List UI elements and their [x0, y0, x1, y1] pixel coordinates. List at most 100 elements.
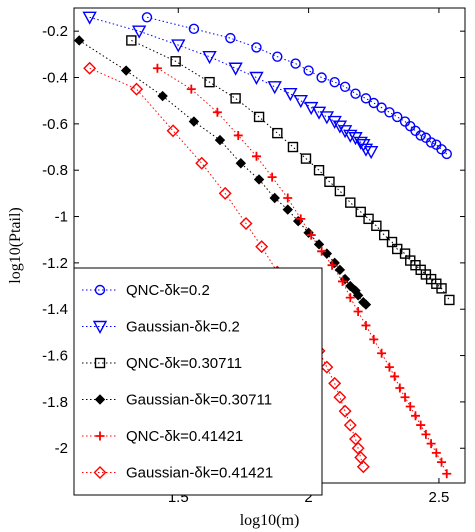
- data-point: [426, 439, 436, 449]
- data-point: [337, 125, 353, 139]
- series-1-points: [141, 12, 452, 160]
- data-point: [269, 192, 280, 204]
- legend-label: Gaussian-δk=0.2: [126, 319, 240, 336]
- legend-label: Gaussian-δk=0.41421: [126, 465, 273, 482]
- y-tick-label: -1: [55, 209, 68, 226]
- data-point: [327, 260, 337, 270]
- data-point: [353, 136, 368, 150]
- data-point: [338, 404, 352, 418]
- data-point: [328, 376, 342, 390]
- data-point: [171, 39, 186, 53]
- data-point: [369, 334, 379, 344]
- data-point: [214, 134, 226, 146]
- data-point: [329, 76, 340, 88]
- data-point: [204, 76, 215, 88]
- data-point: [282, 204, 293, 215]
- legend-label: QNC-δk=0.41421: [126, 428, 243, 445]
- data-point: [186, 84, 196, 94]
- data-point: [228, 62, 243, 76]
- data-point: [334, 264, 346, 276]
- data-point: [267, 81, 282, 95]
- data-point: [313, 239, 325, 250]
- data-point: [360, 93, 372, 104]
- data-point: [345, 293, 355, 303]
- data-point: [202, 50, 217, 65]
- data-point: [306, 230, 316, 240]
- y-tick-label: -0.8: [42, 162, 68, 179]
- data-point: [431, 448, 441, 458]
- y-tick-label: -1.8: [42, 394, 68, 411]
- data-point: [343, 418, 357, 432]
- data-point: [230, 93, 241, 104]
- y-tick-label: -1.4: [42, 301, 68, 318]
- series-line-2: [89, 16, 372, 153]
- data-point: [390, 371, 400, 381]
- legend-item: Gaussian-δk=0.2: [82, 319, 240, 336]
- x-tick-label: 2.5: [429, 489, 450, 506]
- legend-label: QNC-δk=0.30711: [126, 355, 242, 372]
- data-point: [355, 206, 366, 218]
- data-point: [395, 383, 405, 393]
- data-point: [290, 58, 301, 69]
- data-point: [416, 420, 426, 430]
- data-point: [235, 158, 247, 169]
- legend-marker: [94, 394, 106, 405]
- legend-item: Gaussian-δk=0.41421: [82, 465, 273, 482]
- data-point: [415, 130, 426, 141]
- data-point: [376, 102, 387, 113]
- data-point: [267, 172, 277, 182]
- data-point: [253, 111, 265, 123]
- legend-item: QNC-δk=0.30711: [82, 355, 242, 372]
- axis-tick-labels: 1.5 2 2.5-0.2-0.4-0.6-0.8-1-1.2-1.4-1.6-1.…: [42, 23, 449, 506]
- legend-marker: [94, 357, 106, 369]
- legend-box: [73, 267, 323, 496]
- data-point: [157, 90, 168, 102]
- data-point: [195, 156, 209, 170]
- data-point: [421, 429, 431, 439]
- data-point: [368, 97, 379, 109]
- data-point: [350, 88, 361, 99]
- data-point: [255, 240, 269, 254]
- data-point: [251, 42, 262, 53]
- data-point: [333, 390, 347, 404]
- data-point: [384, 362, 394, 372]
- data-point: [170, 56, 181, 67]
- data-point: [384, 107, 395, 118]
- data-point: [410, 411, 420, 421]
- data-point: [188, 116, 200, 127]
- data-point: [441, 148, 452, 160]
- data-point: [253, 174, 265, 185]
- data-point: [225, 32, 236, 44]
- data-point: [218, 186, 232, 200]
- data-point: [283, 88, 298, 102]
- series-5-points: [152, 63, 452, 479]
- data-point: [348, 132, 363, 146]
- data-point: [287, 141, 299, 153]
- data-point: [360, 299, 372, 310]
- series-line-1: [146, 16, 448, 155]
- series-line-3: [131, 39, 450, 301]
- data-point: [392, 111, 403, 123]
- data-point: [313, 164, 325, 176]
- y-tick-label: -1.6: [42, 348, 68, 365]
- data-point: [399, 248, 411, 259]
- legend-item: QNC-δk=0.41421: [82, 428, 243, 445]
- legend-marker: [92, 320, 108, 334]
- series-3-points: [126, 35, 455, 306]
- data-point: [74, 35, 85, 46]
- y-axis-label: log10(Ptail): [7, 207, 24, 283]
- y-tick-label: -0.2: [42, 23, 68, 40]
- data-point: [130, 82, 144, 96]
- legend: QNC-δk=0.2 Gaussian-δk=0.2 QNC-δk=0.30711 G…: [73, 267, 323, 496]
- data-point: [152, 63, 162, 73]
- data-point: [249, 71, 264, 85]
- data-point: [120, 65, 132, 76]
- data-point: [377, 348, 387, 358]
- data-point: [444, 294, 455, 306]
- data-point: [400, 392, 410, 402]
- legend-label: QNC-δk=0.2: [126, 282, 210, 299]
- legend-marker: [94, 284, 106, 296]
- data-point: [131, 25, 147, 39]
- y-tick-label: -2: [55, 440, 68, 457]
